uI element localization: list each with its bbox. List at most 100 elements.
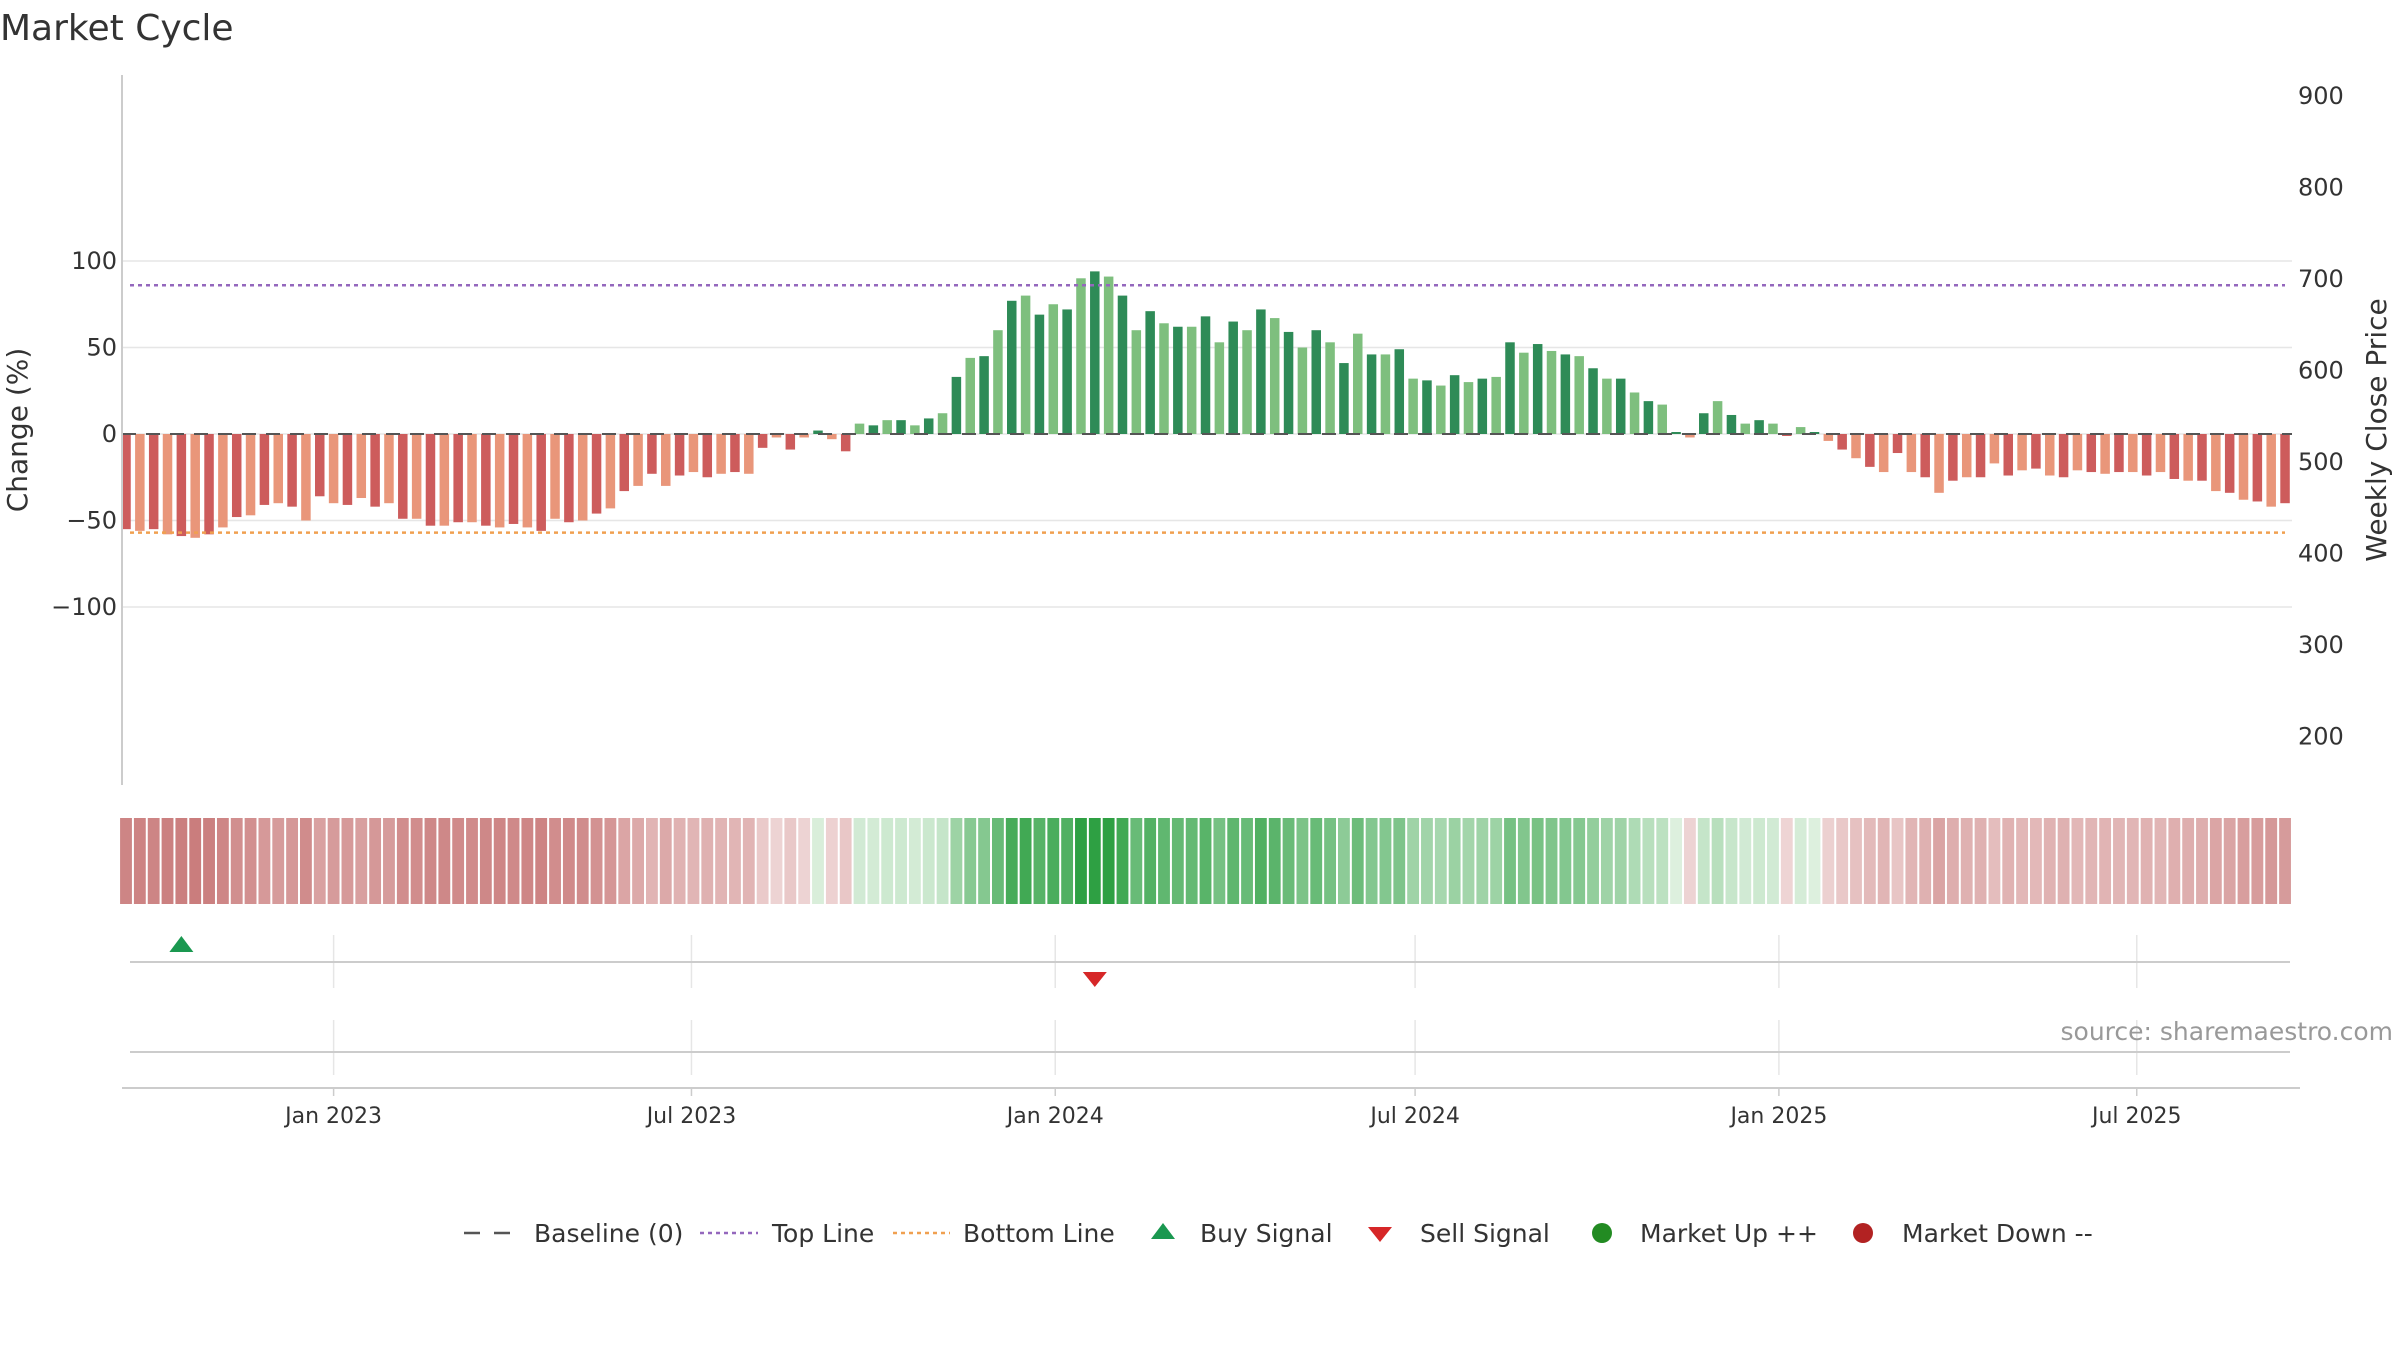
heat-cell (2251, 818, 2264, 904)
bar (287, 434, 297, 507)
bar (1048, 304, 1059, 434)
heat-cell (1933, 818, 1945, 904)
bar (190, 434, 200, 538)
reference-lines (122, 283, 2292, 534)
heat-cell (618, 818, 631, 904)
bar (605, 434, 616, 509)
heat-cell (1628, 818, 1641, 904)
heat-cell (1310, 818, 1323, 904)
heat-cell (1711, 818, 1724, 904)
heat-cell (1282, 818, 1295, 904)
legend-buy-icon (1151, 1223, 1175, 1239)
heat-cell (1462, 818, 1475, 904)
heat-cell (1891, 818, 1904, 904)
bar (564, 434, 574, 523)
heat-cell (1684, 818, 1696, 904)
heat-cell (438, 818, 451, 904)
bar (1892, 434, 1903, 454)
bar (1422, 380, 1432, 434)
bar (2197, 434, 2207, 481)
bar (550, 434, 560, 519)
heat-cell (507, 818, 520, 904)
signal-markers (169, 936, 1107, 987)
bar (162, 434, 173, 535)
heat-cell (2043, 818, 2056, 904)
bar (2252, 434, 2263, 502)
bar (2238, 434, 2249, 500)
heat-cell (839, 818, 852, 904)
bar (1712, 401, 1723, 434)
bar (356, 434, 367, 499)
bar (1574, 356, 1584, 434)
heat-cell (562, 818, 575, 904)
bar (1657, 404, 1667, 434)
heat-cell (1600, 818, 1613, 904)
bar (398, 434, 408, 519)
heat-cell (1780, 818, 1793, 904)
heat-cell (133, 818, 146, 904)
bar (1588, 368, 1598, 434)
heat-cell (2154, 818, 2167, 904)
bar (2224, 434, 2235, 493)
bar (854, 423, 865, 434)
heat-cell (742, 818, 755, 904)
heat-cell (383, 818, 395, 904)
heat-cell (1490, 818, 1503, 904)
bar (1408, 378, 1418, 434)
heat-cell (327, 818, 340, 904)
heat-cell (936, 818, 949, 904)
heat-cell (1351, 818, 1364, 904)
bar (2141, 434, 2152, 476)
bar (882, 420, 892, 434)
heat-cell (1324, 818, 1336, 904)
heat-cell (1116, 818, 1129, 904)
x-tick-label: Jan 2023 (283, 1104, 382, 1129)
bars-group (121, 271, 2290, 538)
axes: 100500−50−100900800700600500400300200Jan… (51, 75, 2344, 1129)
legend-market-up-icon (1592, 1223, 1612, 1243)
heat-cell (2071, 818, 2084, 904)
bar (522, 434, 533, 528)
heat-cell (1144, 818, 1157, 904)
bar (1186, 326, 1197, 434)
heat-cell (1476, 818, 1489, 904)
heat-cell (659, 818, 672, 904)
heat-cell (1614, 818, 1627, 904)
bar (951, 376, 962, 434)
heat-cell (1102, 818, 1115, 904)
heat-cell (369, 818, 382, 904)
bar (467, 434, 477, 523)
source-credit: source: sharemaestro.com (2061, 1017, 2394, 1046)
heat-cell (1670, 818, 1682, 904)
bar (619, 434, 629, 492)
heat-cell (715, 818, 728, 904)
bar (1339, 363, 1349, 434)
heat-cell (2126, 818, 2139, 904)
heat-cell (1061, 818, 1074, 904)
bar (1173, 326, 1183, 434)
bar (1256, 309, 1266, 434)
bar (2266, 434, 2276, 507)
heat-cell (355, 818, 368, 904)
heat-cell (244, 818, 257, 904)
bar (1007, 300, 1017, 434)
bar (1989, 434, 2000, 464)
legend-sell-icon (1368, 1227, 1392, 1242)
heat-cell (1213, 818, 1226, 904)
heat-cell (203, 818, 215, 904)
heat-cell (120, 818, 132, 904)
bar (1449, 375, 1460, 434)
heat-cell (300, 818, 312, 904)
bar (1228, 321, 1238, 434)
heat-cell (701, 818, 714, 904)
heat-cell (1185, 818, 1198, 904)
heat-cell (1421, 818, 1433, 904)
heat-cell (2265, 818, 2278, 904)
heat-cell (1171, 818, 1184, 904)
heat-cell (1697, 818, 1710, 904)
bar (1214, 342, 1225, 434)
bar (1685, 434, 1695, 438)
bar (536, 434, 546, 531)
bar (273, 434, 283, 504)
heat-cell (978, 818, 990, 904)
